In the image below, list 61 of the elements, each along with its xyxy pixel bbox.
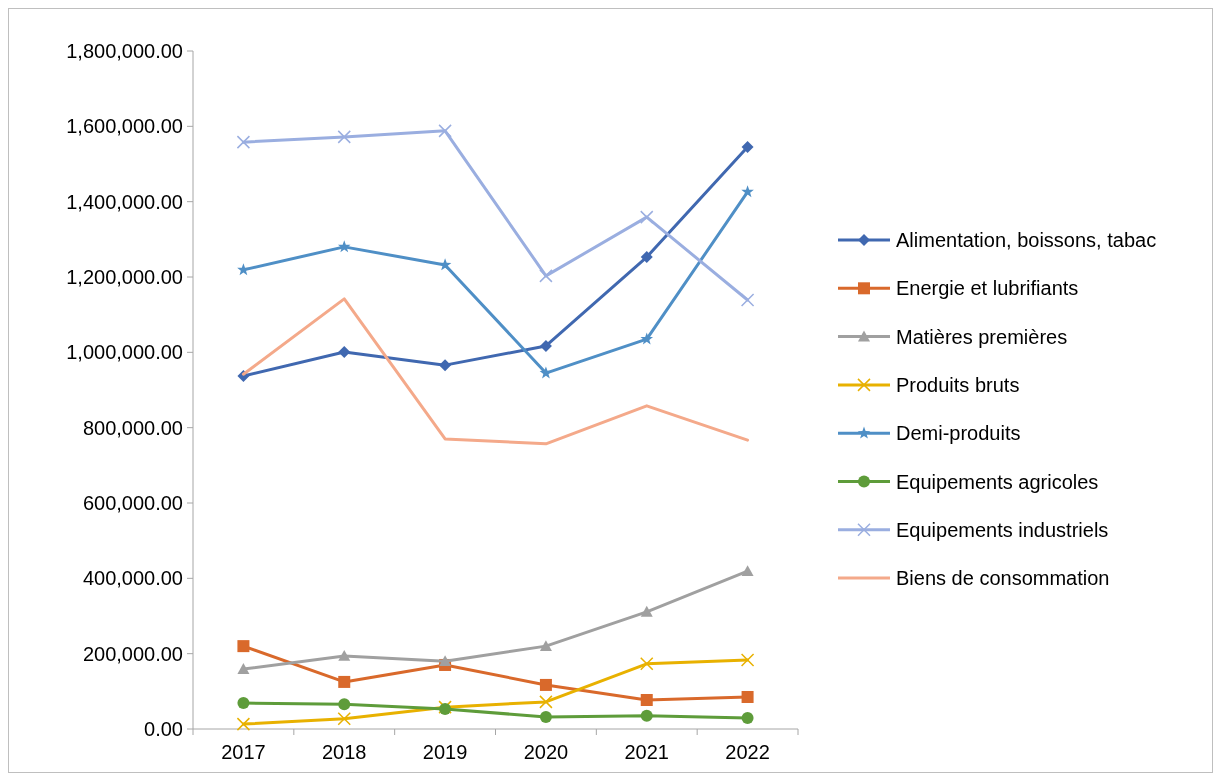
point <box>236 717 251 731</box>
x-tick-label: 2022 <box>725 741 770 763</box>
legend-label: Equipements agricoles <box>896 470 1099 493</box>
point <box>640 210 654 224</box>
point <box>640 657 654 671</box>
legend-label: Equipements industriels <box>896 518 1109 541</box>
point <box>236 135 251 149</box>
point <box>741 712 754 725</box>
y-tick-label: 0.00 <box>144 718 183 740</box>
y-tick-label: 1,800,000.00 <box>66 40 183 62</box>
y-tick-label: 1,200,000.00 <box>66 266 183 288</box>
legend-label: Matières premières <box>896 325 1068 348</box>
y-tick-label: 1,400,000.00 <box>66 190 183 213</box>
point <box>640 709 653 722</box>
y-tick-label: 1,600,000.00 <box>66 115 183 138</box>
x-tick-label: 2017 <box>221 741 266 763</box>
point <box>741 690 754 703</box>
legend-label: Alimentation, boissons, tabac <box>896 229 1157 251</box>
point <box>539 640 552 651</box>
point <box>741 185 754 198</box>
x-tick-label: 2020 <box>523 741 569 763</box>
y-tick-label: 800,000.00 <box>82 416 183 439</box>
point <box>539 339 552 352</box>
point <box>237 263 250 276</box>
point <box>337 240 351 253</box>
point <box>338 345 351 358</box>
point <box>337 712 351 726</box>
point <box>740 293 755 307</box>
point <box>439 359 452 372</box>
legend-label: Demi-produits <box>896 422 1021 445</box>
point <box>741 141 754 154</box>
point <box>237 663 250 674</box>
point <box>539 678 552 691</box>
y-tick-label: 1,000,000.00 <box>66 341 183 364</box>
point <box>438 124 452 138</box>
legend-label: Biens de consommation <box>896 567 1110 590</box>
point <box>439 655 452 666</box>
point <box>237 640 250 653</box>
point <box>740 653 755 667</box>
point <box>640 605 653 617</box>
point <box>438 258 452 271</box>
point <box>337 130 351 144</box>
x-tick-label: 2018 <box>322 741 367 763</box>
y-tick-label: 200,000.00 <box>82 642 183 665</box>
legend-label: Produits bruts <box>896 373 1020 396</box>
point <box>640 332 654 345</box>
point <box>338 675 351 688</box>
y-tick-label: 400,000.00 <box>82 567 183 590</box>
point <box>539 695 553 709</box>
y-tick-label: 600,000.00 <box>82 492 183 514</box>
x-tick-label: 2021 <box>624 741 669 763</box>
point <box>338 649 351 661</box>
point <box>338 698 351 711</box>
point <box>237 697 250 710</box>
point <box>741 565 754 576</box>
x-tick-label: 2019 <box>422 741 468 763</box>
legend-label: Energie et lubrifiants <box>896 277 1079 300</box>
point <box>640 251 653 264</box>
point <box>539 710 552 723</box>
point <box>539 269 553 283</box>
point <box>640 694 653 706</box>
